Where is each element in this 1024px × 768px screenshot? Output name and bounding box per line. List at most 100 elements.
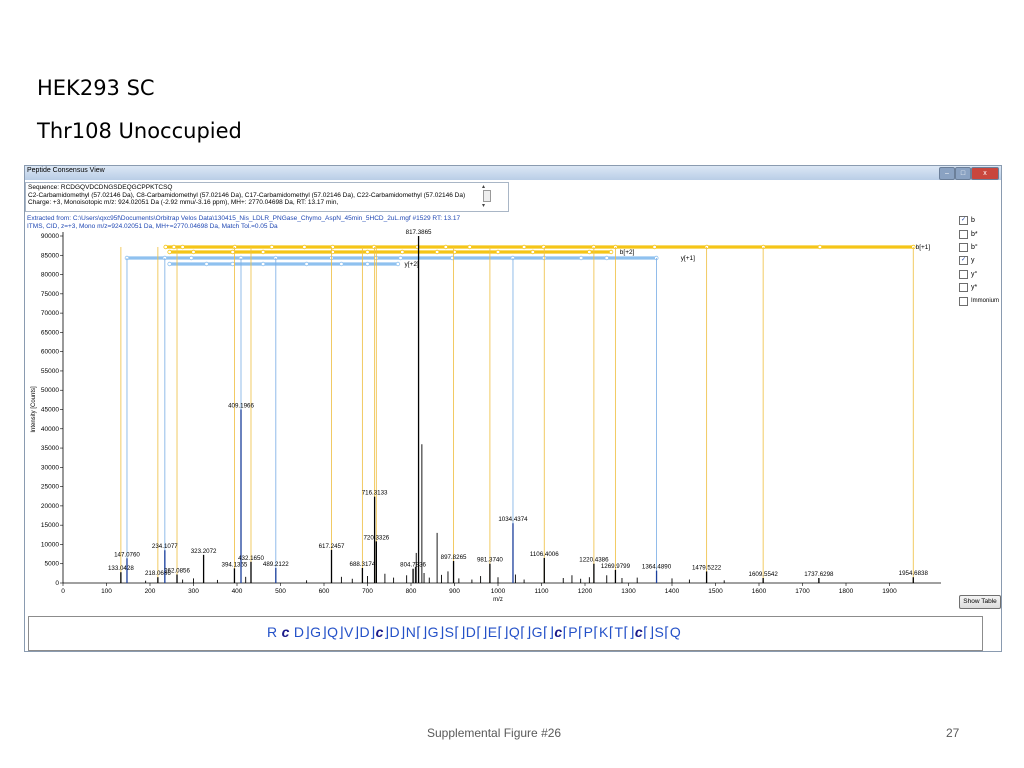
extract-path-line: Extracted from: C:\Users\qxc95f\Document… <box>27 215 461 222</box>
checkbox-b[interactable]: ✓ <box>959 216 968 226</box>
ion-ladder-node <box>230 249 235 255</box>
legend-label-y: y <box>971 257 975 265</box>
checkbox-b-star[interactable] <box>959 229 968 239</box>
minimize-button[interactable]: – <box>939 167 955 180</box>
legend-item-immonium[interactable]: Immonium <box>959 294 1001 307</box>
peak-label: 133.0428 <box>108 565 134 572</box>
legend-label-b-star: b* <box>971 230 978 238</box>
x-tick-label: 1200 <box>578 588 593 595</box>
x-tick-label: 1800 <box>839 588 854 595</box>
fragment-marker: ⌋ <box>353 624 360 640</box>
ion-ladder-node <box>302 244 307 250</box>
ion-ladder-node <box>180 244 185 250</box>
legend-item-y-degree[interactable]: y° <box>959 268 1001 281</box>
x-tick-label: 900 <box>449 588 460 595</box>
y-tick-label: 30000 <box>41 464 59 471</box>
ion-ladder-node <box>171 244 177 250</box>
peak-label: 817.3865 <box>406 229 432 236</box>
y-tick-label: 80000 <box>41 272 59 279</box>
legend-item-y[interactable]: ✓ y <box>959 254 1001 267</box>
residue-13: D <box>465 624 477 640</box>
residue-24: Q <box>669 624 682 640</box>
spectrum-chart[interactable]: b[+1]b[+2]y[+1]y[+2]05000100001500020000… <box>25 214 959 604</box>
ion-ladder-node <box>652 244 657 250</box>
peak-label: 981.3740 <box>477 557 503 564</box>
ion-ladder-node <box>269 244 274 250</box>
ion-ladder-node <box>365 261 370 267</box>
peak-label: 688.3174 <box>350 561 376 568</box>
x-tick-label: 800 <box>406 588 417 595</box>
fragment-marker: ⌈ <box>562 624 569 640</box>
residue-3: D <box>293 624 305 640</box>
ion-ladder-node <box>339 261 344 267</box>
legend-item-y-star[interactable]: y* <box>959 281 1001 294</box>
ion-ladder-node <box>371 244 377 250</box>
fragment-marker: ⌋ <box>321 624 328 640</box>
ion-ladder-node <box>204 261 209 267</box>
legend-item-b-degree[interactable]: b° <box>959 241 1001 254</box>
show-table-button[interactable]: Show Table <box>959 595 1001 609</box>
extract-info: Extracted from: C:\Users\qxc95f\Document… <box>27 215 460 231</box>
residue-1: R <box>267 624 278 640</box>
y-tick-label: 45000 <box>41 407 59 414</box>
charge-line: Charge: +3, Monoisotopic m/z: 924.02051 … <box>28 199 339 206</box>
fragment-marker: ⌈⌋ <box>416 624 428 640</box>
legend-label-immonium: Immonium <box>971 298 1000 305</box>
sequence-info-box[interactable]: Sequence: RCDGQVDCDNGSDEQGCPPKTCSQ C2-Ca… <box>25 182 509 212</box>
y-tick-label: 10000 <box>41 541 59 548</box>
y-tick-label: 25000 <box>41 484 59 491</box>
scroll-up-icon[interactable]: ▴ <box>482 184 486 190</box>
ion-ladder-node <box>191 249 196 255</box>
info-scrollbar[interactable]: ▴ ▾ <box>482 183 491 210</box>
y-tick-label: 70000 <box>41 310 59 317</box>
residue-16: G <box>531 624 543 640</box>
checkbox-y-degree[interactable] <box>959 269 968 279</box>
residue-22: c <box>634 624 643 640</box>
y-tick-label: 35000 <box>41 445 59 452</box>
window-titlebar[interactable]: Peptide Consensus View – □ x <box>25 166 1001 180</box>
peak-label: 1106.4006 <box>530 551 559 558</box>
x-tick-label: 500 <box>275 588 286 595</box>
ion-ladder-node <box>541 244 546 250</box>
legend-label-b: b <box>971 217 975 225</box>
y-tick-label: 0 <box>55 580 59 587</box>
x-tick-label: 300 <box>188 588 199 595</box>
sequence-line: Sequence: RCDGQVDCDNGSDEQGCPPKTCSQ <box>28 184 173 191</box>
residue-19: P <box>583 624 594 640</box>
x-tick-label: 1300 <box>621 588 636 595</box>
ion-ladder-node <box>400 249 405 255</box>
residue-9: D <box>389 624 400 640</box>
x-tick-label: 600 <box>319 588 330 595</box>
fragment-marker: ⌈⌋ <box>520 624 532 640</box>
modification-line: C2-Carbamidomethyl (57.02146 Da), C8-Car… <box>28 191 466 199</box>
ion-ladder-node <box>530 249 535 255</box>
checkbox-y[interactable]: ✓ <box>959 256 968 266</box>
y-tick-label: 75000 <box>41 291 59 298</box>
close-button[interactable]: x <box>971 167 999 180</box>
y-tick-label: 65000 <box>41 329 59 336</box>
x-tick-label: 1900 <box>882 588 897 595</box>
fragment-marker: ⌈ <box>593 624 600 640</box>
checkbox-immonium[interactable] <box>959 296 968 306</box>
fragment-marker: ⌈ <box>577 624 584 640</box>
scroll-down-icon[interactable]: ▾ <box>482 203 486 209</box>
x-tick-label: 1000 <box>491 588 506 595</box>
x-axis-title: m/z <box>493 597 503 603</box>
fragment-marker: ⌈ <box>608 624 615 640</box>
peak-label: 1269.9799 <box>601 563 631 570</box>
peak-label: 716.3133 <box>362 490 388 497</box>
ion-ladder-node <box>587 249 592 255</box>
fragment-marker: ⌈⌋ <box>542 624 555 640</box>
extract-scan-line: ITMS, CID, z=+3, Mono m/z=924.02051 Da, … <box>27 223 278 230</box>
x-tick-label: 1100 <box>535 588 549 595</box>
peak-label: 262.0856 <box>164 568 190 575</box>
legend-item-b-star[interactable]: b* <box>959 227 1001 240</box>
x-tick-label: 1700 <box>795 588 810 595</box>
maximize-button[interactable]: □ <box>955 167 971 180</box>
checkbox-b-degree[interactable] <box>959 242 968 252</box>
slide-title: HEK293 SC <box>37 76 155 100</box>
legend-item-b[interactable]: ✓ b <box>959 214 1001 227</box>
checkbox-y-star[interactable] <box>959 283 968 293</box>
scroll-thumb[interactable] <box>483 190 491 202</box>
ion-ladder-node <box>304 261 309 267</box>
